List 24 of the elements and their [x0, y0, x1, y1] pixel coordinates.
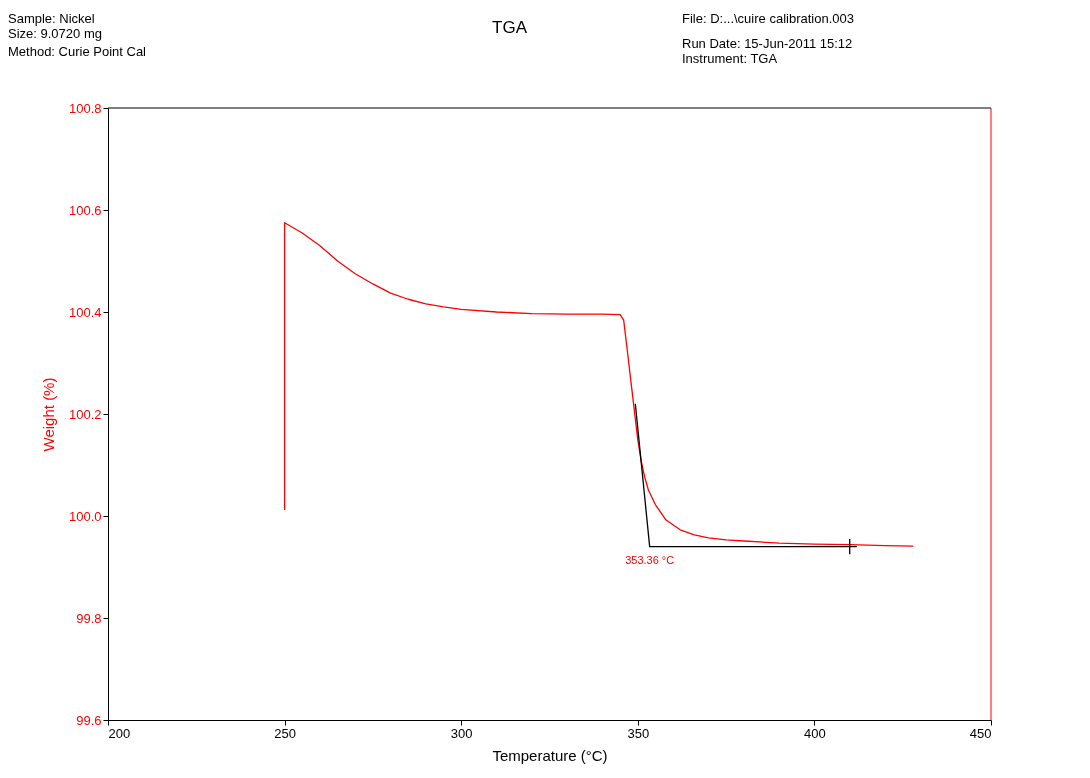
chart-title: TGA [492, 18, 528, 37]
annotation: 353.36 °C [625, 553, 675, 566]
x-axis-title: Temperature (°C) [492, 746, 608, 764]
x-tick-label: 250 [274, 725, 296, 741]
text: Sample: Nickel [8, 11, 95, 26]
line-series [283, 222, 914, 547]
x-tick-label: 300 [450, 725, 473, 741]
text: Run Date: 15-Jun-2011 15:12 [682, 36, 853, 51]
y-tick-label: 100.2 [68, 406, 102, 422]
x-tick-label: 400 [804, 725, 826, 741]
text: File: D:...\cuire calibration.003 [682, 11, 854, 26]
y-tick-label: 100.0 [68, 508, 102, 524]
text: Method: Curie Point Cal [8, 44, 147, 59]
y-tick-label: 100.6 [68, 202, 102, 218]
y-tick-label: 99.6 [76, 712, 102, 728]
y-tick-label: 99.8 [76, 610, 102, 626]
y-tick-label: 100.4 [68, 304, 102, 320]
y-axis-title: Weight (%) [39, 377, 57, 452]
y-tick-label: 100.8 [68, 100, 102, 116]
x-tick-label: 350 [627, 725, 650, 741]
text: Size: 9.0720 mg [8, 26, 102, 41]
text: Instrument: TGA [682, 51, 778, 66]
x-tick-label: 450 [969, 725, 992, 741]
x-tick-label: 200 [108, 725, 131, 741]
